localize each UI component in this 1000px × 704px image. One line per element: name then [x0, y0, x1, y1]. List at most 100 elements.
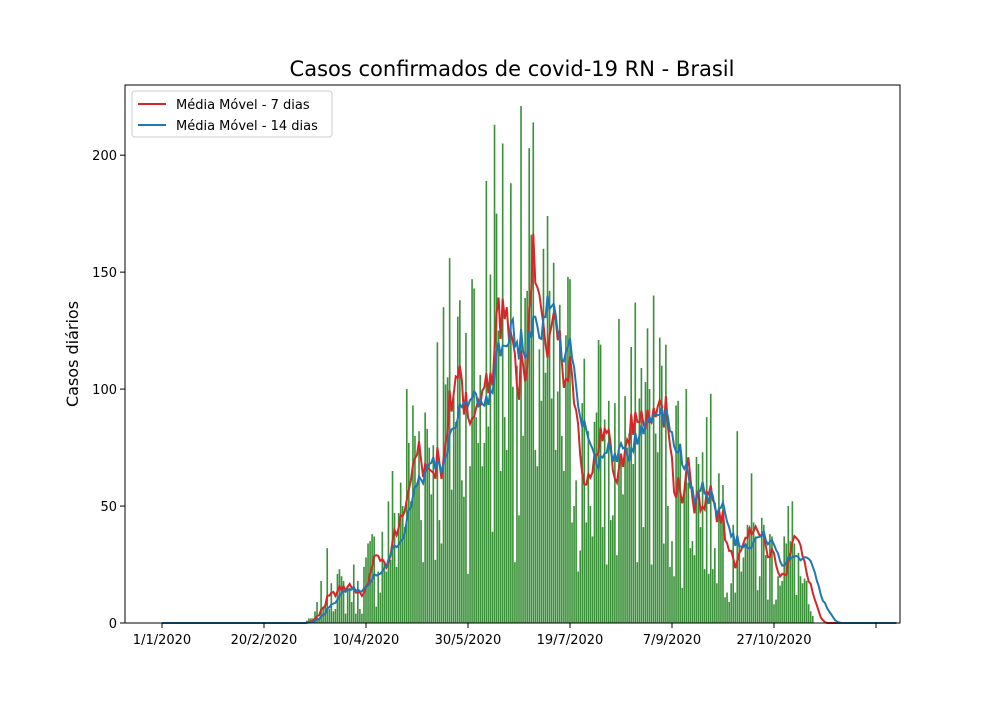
daily-bar	[693, 555, 696, 623]
daily-bar	[795, 594, 798, 623]
daily-bar	[550, 398, 553, 623]
daily-bar	[648, 389, 651, 623]
daily-bar	[640, 368, 643, 623]
daily-bar	[352, 564, 355, 623]
daily-bar	[609, 520, 612, 623]
daily-bar	[383, 562, 386, 623]
daily-bar	[626, 447, 628, 623]
daily-bar	[334, 608, 337, 623]
daily-bar	[318, 618, 320, 623]
daily-bar	[671, 541, 673, 623]
daily-bar	[461, 480, 463, 623]
daily-bar	[699, 527, 702, 623]
daily-bar	[632, 463, 635, 623]
daily-bar	[724, 597, 726, 623]
daily-bar	[644, 382, 647, 623]
daily-bar	[722, 484, 724, 623]
daily-bar	[628, 433, 630, 623]
daily-bar	[675, 405, 677, 623]
daily-bar	[399, 482, 402, 623]
daily-bar	[775, 599, 777, 623]
daily-bar	[607, 400, 610, 623]
daily-bar	[416, 482, 418, 623]
daily-bar	[748, 527, 751, 623]
daily-bar	[740, 571, 743, 623]
daily-bar	[777, 576, 779, 623]
daily-bar	[809, 611, 812, 623]
daily-bar	[424, 412, 426, 623]
legend-label: Média Móvel - 7 dias	[176, 98, 310, 113]
daily-bar	[414, 435, 416, 623]
daily-bar	[801, 583, 804, 623]
daily-bar	[342, 580, 345, 623]
daily-bar	[701, 452, 704, 623]
daily-bar	[434, 559, 437, 623]
daily-bar	[561, 435, 563, 623]
daily-bar	[438, 520, 441, 623]
daily-bar	[567, 276, 569, 623]
daily-bar	[624, 396, 626, 623]
daily-bar	[642, 527, 645, 623]
daily-bar	[660, 365, 663, 623]
daily-bar	[532, 122, 535, 624]
daily-bar	[767, 599, 769, 623]
daily-bar	[571, 522, 573, 623]
daily-bar	[711, 569, 714, 623]
daily-bar	[771, 536, 773, 623]
daily-bar	[491, 531, 494, 623]
x-tick-label: 19/7/2020	[537, 633, 604, 648]
daily-bar	[746, 524, 749, 623]
daily-bar	[328, 608, 331, 623]
daily-bar	[450, 489, 453, 623]
daily-bar	[705, 417, 708, 623]
daily-bar	[514, 562, 516, 623]
daily-bar	[465, 332, 467, 623]
daily-bar	[683, 489, 686, 623]
daily-bar	[499, 470, 502, 623]
x-tick-label: 7/9/2020	[643, 633, 701, 648]
daily-bar	[314, 611, 316, 623]
daily-bar	[556, 391, 559, 623]
chart-title: Casos confirmados de covid-19 RN - Brasi…	[290, 57, 735, 81]
x-axis: 1/1/2020 20/2/2020 10/4/2020 30/5/2020 19/7/…	[133, 623, 877, 648]
daily-bar	[716, 583, 718, 623]
daily-bar	[781, 580, 783, 623]
daily-bar	[420, 520, 422, 623]
daily-bar	[501, 143, 504, 624]
daily-bar	[477, 442, 480, 623]
daily-bar	[744, 543, 747, 623]
daily-bar	[485, 180, 488, 623]
daily-bar	[452, 396, 455, 623]
daily-bar	[444, 384, 447, 623]
daily-bar	[503, 417, 506, 623]
daily-bar	[522, 435, 524, 623]
daily-bar	[656, 452, 659, 623]
y-tick-label: 150	[92, 266, 117, 281]
daily-bar	[773, 604, 775, 623]
daily-bar	[487, 426, 490, 623]
daily-bar	[758, 576, 761, 623]
y-axis: 0 50 100 150 200	[92, 149, 125, 632]
daily-bar	[469, 466, 471, 623]
daily-bar	[432, 445, 435, 623]
daily-bar	[577, 571, 579, 623]
daily-bar	[728, 601, 730, 623]
daily-bar	[760, 517, 763, 623]
x-tick-label: 10/4/2020	[333, 633, 400, 648]
daily-bar	[365, 557, 367, 623]
daily-bar	[703, 569, 706, 623]
x-tick-label: 20/2/2020	[231, 633, 298, 648]
daily-bar	[526, 290, 528, 623]
daily-bar	[669, 566, 671, 623]
daily-bar	[552, 262, 555, 623]
daily-bar	[589, 506, 592, 623]
daily-bar	[658, 337, 661, 623]
daily-bar	[401, 506, 404, 623]
daily-bar	[709, 393, 712, 623]
daily-bar	[663, 543, 665, 623]
daily-bar	[614, 403, 616, 623]
daily-bar	[597, 339, 600, 623]
daily-bar	[630, 346, 633, 623]
